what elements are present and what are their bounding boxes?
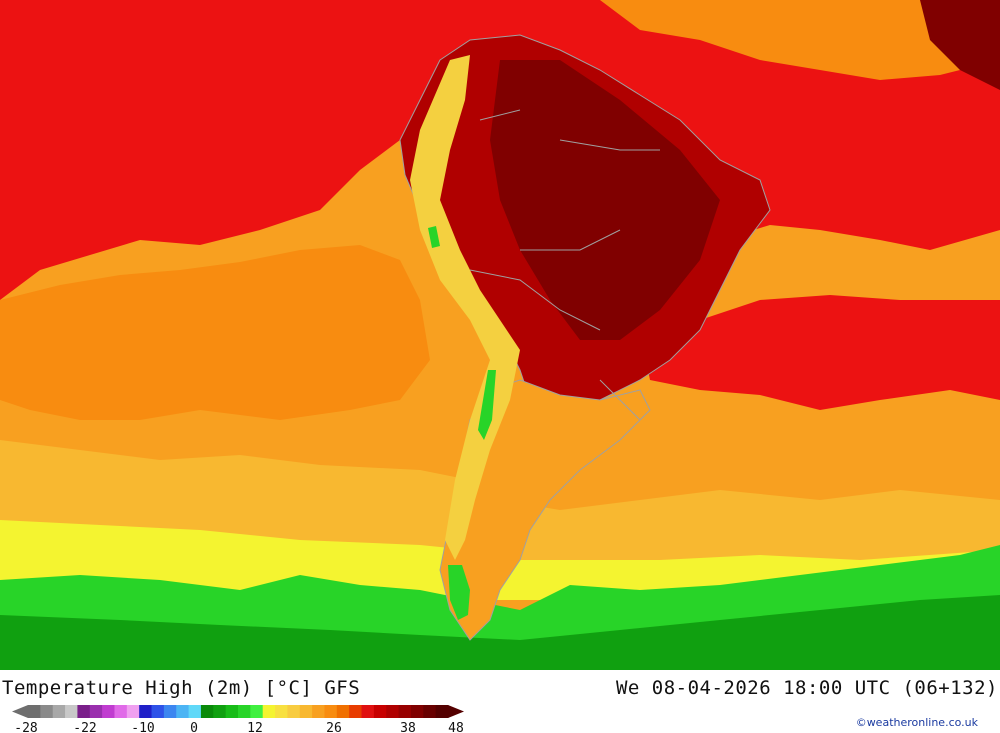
andes-green-strip-central — [478, 370, 496, 440]
legend-swatch — [139, 705, 153, 718]
legend-swatch — [410, 705, 424, 718]
dark-red-zone-caribbean — [920, 0, 1000, 90]
legend-swatch — [52, 705, 66, 718]
legend-swatch — [213, 705, 227, 718]
legend-swatch — [398, 705, 412, 718]
legend-bar — [12, 705, 464, 718]
color-scale-legend: -28 -22 -10 0 12 26 38 48 — [12, 705, 464, 733]
legend-swatch — [225, 705, 239, 718]
legend-tick-label: -10 — [131, 721, 154, 733]
dark-green-zone-south — [0, 595, 1000, 670]
andes-yellow-strip — [410, 55, 520, 560]
legend-tick-label: -22 — [73, 721, 96, 733]
legend-swatch — [176, 705, 190, 718]
legend-tick-label: 26 — [326, 721, 342, 733]
forecast-datetime: We 08-04-2026 18:00 UTC (06+132) — [615, 677, 998, 699]
patagonia-green-zone — [448, 565, 470, 620]
legend-arrow-right — [448, 705, 464, 718]
legend-swatch — [77, 705, 91, 718]
legend-swatch — [262, 705, 276, 718]
legend-tick-label: -28 — [14, 721, 37, 733]
legend-tick-label: 48 — [448, 721, 464, 733]
legend-swatch — [65, 705, 78, 718]
legend-swatch — [89, 705, 103, 718]
legend-tick-label: 12 — [247, 721, 263, 733]
temperature-map — [0, 0, 1000, 670]
map-title: Temperature High (2m) [°C] GFS — [2, 677, 361, 699]
legend-tick-labels: -28 -22 -10 0 12 26 38 48 — [14, 721, 464, 733]
legend-swatch — [102, 705, 115, 718]
border-lines — [469, 109, 660, 421]
legend-swatch — [200, 705, 214, 718]
legend-swatch — [238, 705, 251, 718]
source-credit: ©weatheronline.co.uk — [855, 716, 978, 729]
legend-swatch — [435, 705, 449, 718]
legend-swatch — [423, 705, 437, 718]
legend-tick-label: 38 — [400, 721, 416, 733]
legend-swatch — [151, 705, 165, 718]
legend-swatch — [163, 705, 177, 718]
legend-tick-label: 0 — [190, 721, 198, 733]
legend-swatch — [250, 705, 264, 718]
red-zone-atlantic — [640, 295, 1000, 410]
legend-arrow-left — [12, 705, 28, 718]
legend-swatch — [299, 705, 313, 718]
legend-swatch — [361, 705, 375, 718]
andes-green-strip-north — [428, 226, 440, 248]
legend-swatch — [114, 705, 128, 718]
legend-swatch — [324, 705, 338, 718]
legend-swatch — [386, 705, 400, 718]
heat-core-brazil — [490, 60, 720, 340]
legend-swatch — [275, 705, 288, 718]
legend-swatch — [28, 705, 41, 718]
legend-swatch — [312, 705, 325, 718]
legend-swatch — [188, 705, 202, 718]
legend-swatch — [349, 705, 363, 718]
legend-swatch — [287, 705, 301, 718]
legend-swatch — [373, 705, 387, 718]
legend-swatch — [336, 705, 350, 718]
orange-zone-pacific — [0, 245, 430, 420]
legend-swatch — [40, 705, 54, 718]
legend-swatch — [126, 705, 140, 718]
orange-patch-north-atlantic — [600, 0, 1000, 80]
